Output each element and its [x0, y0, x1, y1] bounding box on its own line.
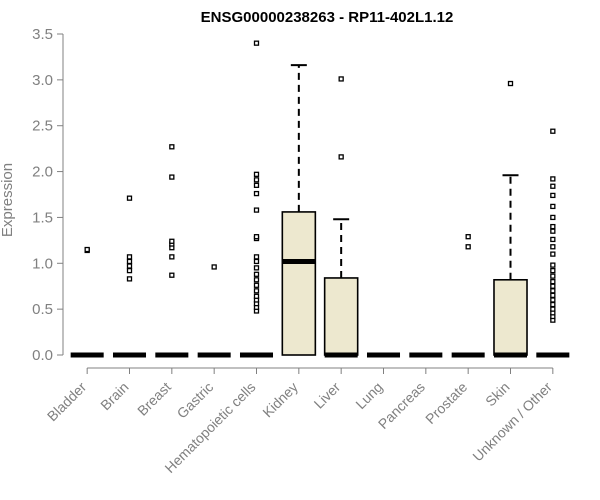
y-tick-label: 1.5: [32, 209, 53, 226]
box-9: [451, 234, 485, 358]
outlier-point: [211, 264, 217, 270]
y-tick-label: 2.0: [32, 164, 53, 181]
x-tick-label: Breast: [134, 379, 174, 419]
box-10: [493, 80, 528, 358]
x-tick-label: Bladder: [44, 379, 90, 425]
outlier-point: [550, 283, 556, 289]
outlier-point: [550, 176, 556, 182]
outlier-point: [126, 263, 133, 269]
outlier-point: [550, 288, 556, 294]
outlier-point: [550, 301, 556, 308]
outlier-point: [126, 276, 133, 282]
outlier-point: [253, 282, 260, 288]
x-tick-label: Skin: [482, 379, 513, 410]
outlier-point: [253, 271, 260, 277]
outlier-point: [253, 254, 260, 260]
outlier-point: [550, 214, 556, 221]
box-series: [70, 40, 570, 358]
outlier-point: [253, 288, 260, 294]
outlier-point: [253, 293, 260, 299]
box-4: [239, 40, 274, 358]
x-tick-label: Kidney: [259, 379, 301, 421]
x-tick-label: Unknown / Other: [469, 379, 555, 465]
outlier-point: [253, 177, 260, 183]
outlier-point: [253, 277, 260, 283]
y-tick-label: 0.5: [32, 301, 53, 318]
outlier-point: [126, 254, 133, 260]
y-tick-label: 3.0: [32, 72, 53, 89]
outlier-point: [169, 238, 175, 244]
outlier-point: [550, 223, 556, 230]
box-5: [281, 64, 317, 356]
outlier-point: [253, 207, 260, 213]
outlier-point: [465, 244, 471, 250]
x-tick-label: Brain: [97, 379, 131, 413]
box-1: [112, 195, 147, 358]
box-11: [536, 128, 570, 358]
outlier-point: [550, 292, 556, 299]
x-tick-label: Prostate: [422, 379, 470, 427]
outlier-point: [169, 144, 175, 150]
outlier-point: [253, 234, 260, 240]
chart-title: ENSG00000238263 - RP11-402L1.12: [201, 9, 454, 26]
outlier-point: [507, 80, 514, 87]
box-body: [281, 211, 317, 356]
outlier-point: [550, 244, 556, 250]
outlier-point: [550, 262, 556, 268]
outlier-point: [253, 40, 260, 46]
outlier-point: [253, 182, 260, 188]
outlier-point: [253, 190, 260, 197]
outlier-point: [550, 251, 556, 257]
outlier-point: [550, 306, 556, 312]
outlier-point: [465, 234, 471, 240]
outlier-point: [550, 128, 556, 134]
outlier-point: [550, 192, 556, 199]
outlier-point: [169, 272, 175, 278]
outlier-point: [550, 267, 556, 274]
outlier-point: [126, 258, 133, 265]
outlier-point: [253, 258, 260, 265]
y-tick-label: 2.5: [32, 118, 53, 135]
box-6: [323, 76, 359, 358]
outlier-point: [126, 267, 133, 274]
box-0: [70, 246, 104, 358]
outlier-point: [253, 265, 260, 271]
outlier-point: [550, 203, 556, 210]
x-tick-label: Liver: [311, 379, 344, 412]
y-tick-label: 3.5: [32, 26, 53, 43]
outlier-point: [550, 236, 556, 243]
y-axis: 0.0 0.5 1.0 1.5 2.0 2.5 3.0 3.5: [32, 26, 64, 364]
outlier-point: [338, 76, 344, 82]
outlier-point: [550, 278, 556, 285]
box-2: [155, 144, 189, 358]
outlier-point: [550, 228, 556, 234]
box-body: [323, 277, 359, 356]
y-tick-label: 1.0: [32, 255, 53, 272]
box-body: [493, 278, 528, 356]
outlier-point: [253, 171, 260, 177]
outlier-point: [169, 174, 175, 180]
x-tick-label: Pancreas: [375, 379, 428, 432]
x-tick-label: Lung: [352, 379, 385, 412]
y-tick-label: 0.0: [32, 347, 53, 364]
box-3: [197, 264, 231, 358]
outlier-point: [338, 154, 344, 160]
outlier-point: [550, 297, 556, 303]
outlier-point: [550, 273, 556, 279]
y-axis-label: Expression: [0, 163, 16, 237]
outlier-point: [550, 183, 556, 189]
outlier-point: [126, 195, 133, 201]
outlier-point: [169, 254, 175, 260]
outlier-point: [84, 246, 90, 253]
